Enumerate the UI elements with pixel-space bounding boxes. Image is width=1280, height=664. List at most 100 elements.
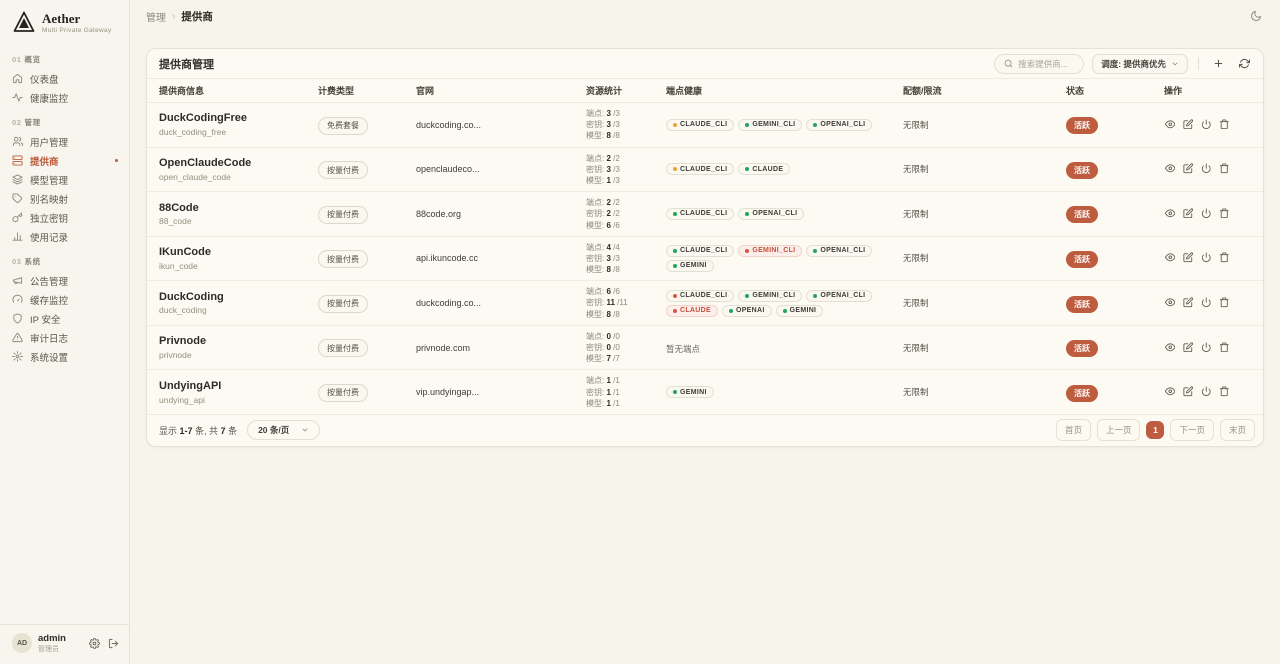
row-actions (1152, 340, 1263, 355)
nav-section-label: 03 系统 (12, 257, 41, 267)
sidebar-item-label: 模型管理 (30, 175, 69, 187)
edit-button[interactable] (1182, 163, 1194, 175)
health-tag-OPENAI_CLI: OPENAI_CLI (806, 289, 873, 302)
sidebar-item-模型管理[interactable]: 模型管理 (0, 170, 129, 189)
edit-button[interactable] (1182, 252, 1194, 264)
provider-website[interactable]: duckcoding.co... (416, 119, 482, 130)
prev-page-button[interactable]: 上一页 (1096, 419, 1141, 442)
sidebar-item-用户管理[interactable]: 用户管理 (0, 132, 129, 151)
provider-website[interactable]: privnode.com (416, 342, 471, 353)
theme-toggle-icon[interactable] (1250, 10, 1262, 22)
add-provider-button[interactable] (1209, 55, 1227, 73)
delete-button[interactable] (1218, 119, 1230, 131)
provider-website[interactable]: 88code.org (416, 208, 462, 219)
edit-button[interactable] (1182, 297, 1194, 309)
table-row: OpenClaudeCode open_claude_code 按量付费 opencl… (147, 148, 1263, 193)
megaphone-icon (12, 275, 23, 286)
sidebar-item-独立密钥[interactable]: 独立密钥 (0, 208, 129, 227)
view-button[interactable] (1164, 297, 1176, 309)
status-badge: 活跃 (1066, 384, 1098, 402)
toggle-power-button[interactable] (1200, 252, 1212, 264)
sidebar-item-使用记录[interactable]: 使用记录 (0, 227, 129, 246)
sidebar-item-label: 审计日志 (30, 333, 69, 345)
last-page-button[interactable]: 末页 (1219, 419, 1255, 442)
breadcrumb-parent[interactable]: 管理 (146, 12, 166, 24)
trash-icon (1219, 162, 1230, 177)
shield-icon (12, 313, 23, 324)
sidebar-item-健康监控[interactable]: 健康监控 (0, 88, 129, 107)
provider-website[interactable]: vip.undyingap... (416, 387, 480, 398)
search-input[interactable] (1018, 58, 1075, 69)
delete-button[interactable] (1218, 297, 1230, 309)
toggle-power-button[interactable] (1200, 119, 1212, 131)
layers-icon (12, 174, 23, 185)
delete-button[interactable] (1218, 252, 1230, 264)
chevron-down-icon (1172, 62, 1178, 65)
table-footer: 显示 1-7 条, 共 7 条 20 条/页 首页 上一页 1 下一页 末页 (147, 413, 1263, 446)
sidebar-item-公告管理[interactable]: 公告管理 (0, 271, 129, 290)
provider-website[interactable]: duckcoding.co... (416, 298, 482, 309)
view-button[interactable] (1164, 342, 1176, 354)
col-billing-type: 计费类型 (318, 86, 355, 96)
view-button[interactable] (1164, 119, 1176, 131)
gear-icon[interactable] (89, 637, 100, 649)
view-button[interactable] (1164, 252, 1176, 264)
status-dot (813, 293, 818, 298)
key-icon (12, 212, 23, 223)
avatar: AD (12, 633, 32, 654)
sidebar-item-系统设置[interactable]: 系统设置 (0, 347, 129, 366)
provider-name: DuckCoding (159, 290, 224, 303)
resource-stats: 端点: 0 /0 密钥: 0 /0 模型: 7 /7 (586, 331, 620, 364)
toggle-power-button[interactable] (1200, 208, 1212, 220)
power-icon (1201, 162, 1212, 177)
trash-icon (1219, 296, 1230, 311)
sidebar-item-label: 提供商 (30, 156, 59, 168)
toggle-power-button[interactable] (1200, 342, 1212, 354)
col-status: 状态 (1066, 86, 1085, 96)
billing-badge: 按量付费 (318, 161, 368, 180)
edit-button[interactable] (1182, 340, 1194, 355)
delete-button[interactable] (1218, 342, 1230, 354)
provider-website[interactable]: openclaudeco... (416, 164, 480, 175)
toggle-power-button[interactable] (1200, 297, 1212, 309)
search-box[interactable] (994, 53, 1085, 74)
provider-name: 88Code (159, 201, 199, 214)
sort-dropdown[interactable]: 调度: 提供商优先 (1092, 53, 1188, 74)
delete-button[interactable] (1218, 386, 1230, 398)
sidebar-item-缓存监控[interactable]: 缓存监控 (0, 290, 129, 309)
delete-button[interactable] (1218, 163, 1230, 175)
server-icon (12, 155, 23, 166)
billing-badge: 按量付费 (318, 250, 368, 269)
power-icon (1201, 206, 1212, 221)
toggle-power-button[interactable] (1200, 163, 1212, 175)
view-button[interactable] (1164, 208, 1176, 220)
refresh-button[interactable] (1235, 55, 1253, 73)
first-page-button[interactable]: 首页 (1055, 419, 1091, 442)
view-button[interactable] (1164, 163, 1176, 175)
sidebar-item-别名映射[interactable]: 别名映射 (0, 189, 129, 208)
view-button[interactable] (1164, 386, 1176, 398)
sidebar-item-IP 安全[interactable]: IP 安全 (0, 309, 129, 328)
table-row: IKunCode ikun_code 按量付费 api.ikuncode.cc 端点: … (147, 237, 1263, 282)
eye-icon (1164, 117, 1176, 132)
delete-button[interactable] (1218, 208, 1230, 220)
sidebar-item-仪表盘[interactable]: 仪表盘 (0, 69, 129, 88)
status-dot (673, 122, 677, 127)
edit-button[interactable] (1182, 386, 1194, 398)
health-tag-OPENAI_CLI: OPENAI_CLI (806, 118, 873, 131)
page-size-select[interactable]: 20 条/页 (247, 420, 321, 441)
current-page-button[interactable]: 1 (1146, 421, 1165, 440)
edit-button[interactable] (1182, 119, 1194, 131)
edit-button[interactable] (1182, 208, 1194, 220)
status-dot (745, 293, 750, 298)
next-page-button[interactable]: 下一页 (1170, 419, 1214, 442)
toggle-power-button[interactable] (1200, 386, 1212, 398)
edit-icon (1183, 340, 1194, 355)
sidebar-item-提供商[interactable]: 提供商 (0, 151, 129, 170)
sidebar-item-审计日志[interactable]: 审计日志 (0, 328, 129, 347)
health-tags: CLAUDE_CLI OPENAI_CLI (666, 207, 897, 220)
provider-website[interactable]: api.ikuncode.cc (416, 253, 479, 264)
col-endpoint-health: 端点健康 (666, 86, 703, 96)
logout-icon[interactable] (108, 638, 119, 649)
